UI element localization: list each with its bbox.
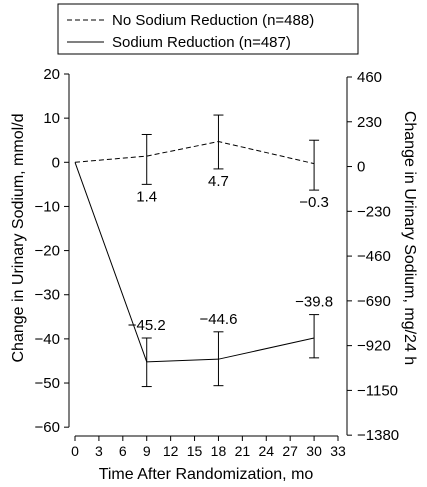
data-label: −39.8 (295, 294, 333, 311)
x-tick-label: 33 (330, 443, 346, 459)
x-tick-label: 6 (119, 443, 127, 459)
legend-label-2: Sodium Reduction (n=487) (112, 34, 291, 51)
data-label: −45.2 (128, 317, 166, 334)
data-label: −0.3 (299, 194, 329, 211)
axes: 20 10 0 −10 −20 −30 −40 −50 −60 460 230 0 −230 −460 −6… (35, 66, 400, 459)
series-layer: 1.4 4.7 −0.3 −45.2 −44.6 −39.8 (74, 114, 333, 388)
series-line (74, 162, 315, 363)
x-tick-label: 3 (95, 443, 103, 459)
y-tick-label-left: −60 (35, 419, 60, 436)
x-tick-label: 24 (258, 443, 274, 459)
x-tick-label: 21 (235, 443, 251, 459)
y-tick-label-right: −230 (357, 203, 391, 220)
y-tick-label-left: −20 (35, 243, 60, 260)
y-axis-title-right: Change in Urinary Sodium, mg/24 h (401, 111, 418, 365)
y-tick-label-right: −920 (357, 338, 391, 355)
y-tick-label-left: 20 (43, 66, 60, 83)
y-tick-label-right: −1150 (357, 382, 398, 399)
y-tick-label-left: −10 (35, 198, 60, 215)
y-tick-label-left: −30 (35, 287, 60, 304)
x-tick-label: 9 (143, 443, 151, 459)
y-tick-label-right: −1380 (357, 427, 399, 444)
y-tick-label-left: −40 (35, 331, 60, 348)
legend-box (57, 3, 359, 55)
y-tick-label-right: 0 (357, 159, 365, 176)
y-tick-label-left: 10 (43, 110, 60, 127)
data-label: 1.4 (136, 188, 157, 205)
x-tick-label: 15 (187, 443, 203, 459)
series-2: −45.2 −44.6 −39.8 (74, 162, 333, 388)
y-tick-label-left: 0 (52, 154, 60, 171)
y-tick-label-right: 460 (357, 69, 382, 86)
series-1: 1.4 4.7 −0.3 (74, 114, 329, 211)
y-axis-title-left: Change in Urinary Sodium, mmol/d (10, 114, 27, 363)
x-tick-label: 12 (163, 443, 179, 459)
data-label: 4.7 (208, 173, 229, 190)
x-tick-label: 18 (211, 443, 227, 459)
y-tick-label-left: −50 (35, 375, 60, 392)
legend: No Sodium Reduction (n=488) Sodium Reduct… (57, 3, 359, 55)
x-tick-label: 27 (282, 443, 298, 459)
data-label: −44.6 (199, 311, 237, 328)
y-tick-label-right: −460 (357, 248, 391, 265)
y-tick-label-right: −690 (357, 293, 391, 310)
series-line (74, 141, 315, 165)
y-tick-label-right: 230 (357, 114, 382, 131)
legend-label-1: No Sodium Reduction (n=488) (112, 12, 314, 29)
x-tick-label: 0 (71, 443, 79, 459)
x-tick-label: 30 (306, 443, 322, 459)
x-axis-title: Time After Randomization, mo (99, 466, 314, 483)
